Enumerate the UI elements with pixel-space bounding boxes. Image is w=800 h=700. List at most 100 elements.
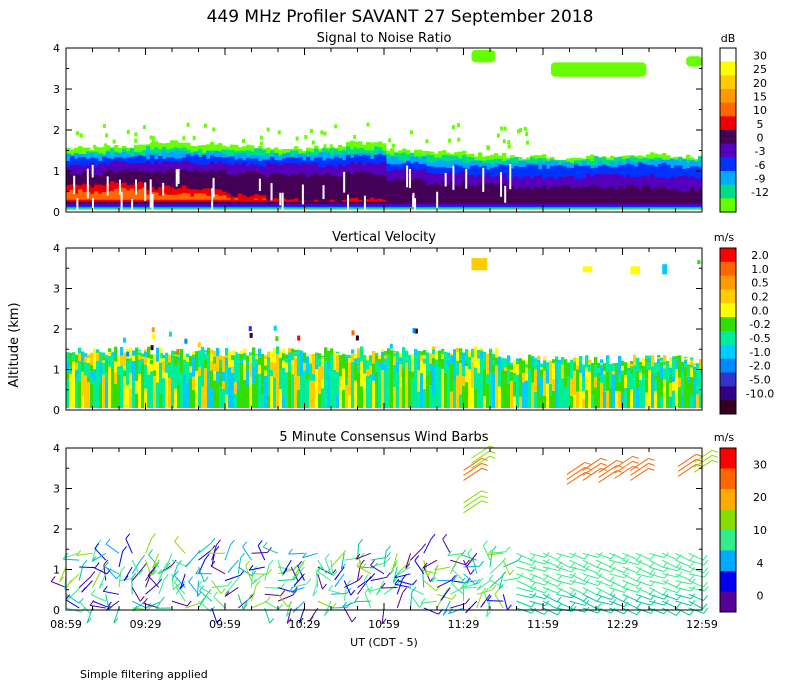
wind-barb-flag xyxy=(376,589,381,596)
wind-barb-flag xyxy=(268,559,274,566)
vv-cell xyxy=(168,354,172,363)
wind-barb-shaft xyxy=(622,566,638,574)
snr-sparse-echo xyxy=(93,144,97,149)
vv-cell xyxy=(222,381,226,390)
colorbar-swatch xyxy=(720,358,736,373)
vv-cell xyxy=(138,352,142,356)
wind-barb-shaft xyxy=(569,573,585,582)
vv-cell xyxy=(327,369,331,408)
vv-cell xyxy=(630,373,634,390)
snr-cell xyxy=(398,179,403,204)
vv-cell xyxy=(594,357,598,366)
wind-barb-flag xyxy=(173,577,179,583)
vv-cell xyxy=(231,355,235,360)
snr-gap xyxy=(444,172,447,187)
wind-barb-flag xyxy=(368,586,373,592)
vv-cell xyxy=(282,358,286,361)
wind-barb-shaft xyxy=(516,559,532,566)
snr-cell xyxy=(354,197,359,202)
snr-gap xyxy=(363,195,366,221)
snr-sparse-echo xyxy=(525,140,529,145)
vv-cell xyxy=(417,370,421,392)
vv-cell xyxy=(594,387,598,408)
wind-title: 5 Minute Consensus Wind Barbs xyxy=(279,430,488,445)
vv-cell xyxy=(462,376,466,386)
vv-cell xyxy=(459,356,463,360)
vv-cell xyxy=(477,354,481,356)
snr-cell xyxy=(654,187,659,204)
snr-sparse-echo xyxy=(151,139,155,144)
vv-cell xyxy=(318,360,322,367)
vv-cell xyxy=(228,367,232,378)
wind-barb-flag xyxy=(482,540,488,546)
wind-barb-shaft xyxy=(105,566,117,580)
vv-cell xyxy=(477,349,481,354)
wind-barb-flag xyxy=(342,601,347,608)
vv-cell xyxy=(144,349,148,365)
wind-barb-flag xyxy=(689,555,695,561)
wind-barb-flag xyxy=(104,561,109,568)
vv-cell xyxy=(108,355,112,367)
colorbar-label: -2.0 xyxy=(749,360,770,373)
colorbar-swatch xyxy=(720,143,736,158)
snr-sparse-echo xyxy=(105,133,109,138)
vv-cell xyxy=(285,362,289,373)
wind-barb-shaft xyxy=(410,594,420,608)
wind-barb-flag xyxy=(334,574,340,581)
vv-cell xyxy=(306,378,310,408)
wind-upper-barb-flag xyxy=(481,495,488,499)
vv-cell xyxy=(531,356,535,366)
wind-barb-flag xyxy=(481,587,487,594)
snr-sparse-echo xyxy=(203,123,207,128)
vv-cell xyxy=(525,364,529,368)
snr-cell xyxy=(286,199,291,202)
snr-cell xyxy=(574,187,579,204)
vv-cell xyxy=(237,391,241,408)
vv-cell xyxy=(222,389,226,408)
vv-cell xyxy=(384,355,388,359)
snr-upper-echo xyxy=(471,50,496,63)
vv-cell xyxy=(282,381,286,396)
vv-cell xyxy=(660,362,664,367)
vv-cell xyxy=(675,359,679,366)
snr-cell xyxy=(190,172,195,204)
snr-cell xyxy=(226,174,231,204)
wind-barb-shaft xyxy=(316,571,319,588)
wind-barb-shaft xyxy=(396,566,411,576)
wind-barb-flag xyxy=(255,580,261,587)
vv-cell xyxy=(669,357,673,368)
wind-barb-flag xyxy=(509,569,515,576)
wind-barb-flag xyxy=(197,580,203,587)
wind-barb-shaft xyxy=(595,587,611,596)
vv-cell xyxy=(84,356,88,363)
snr-cell xyxy=(190,189,195,202)
vv-cell xyxy=(612,363,616,367)
snr-cell xyxy=(450,181,455,204)
vv-cell xyxy=(339,376,343,408)
wind-barb-flag xyxy=(96,539,102,546)
snr-cell xyxy=(482,183,487,204)
snr-cell xyxy=(370,173,375,204)
wind-barb-shaft xyxy=(503,577,520,582)
vv-cell xyxy=(186,363,190,383)
wind-barb-flag xyxy=(447,550,453,556)
vv-cell xyxy=(120,355,124,360)
vv-cell xyxy=(411,353,415,372)
wind-barb-flag xyxy=(405,563,411,569)
vv-cell xyxy=(210,349,214,353)
vv-cell xyxy=(276,364,280,373)
vv-cell xyxy=(630,363,634,367)
vv-cell xyxy=(291,354,295,361)
wind-barb-flag xyxy=(596,562,602,568)
vv-cell xyxy=(669,367,673,374)
vv-cell xyxy=(174,355,178,366)
wind-barb-shaft xyxy=(145,583,158,595)
vv-cell xyxy=(222,356,226,362)
vv-cell xyxy=(642,374,646,408)
y-tick-label: 4 xyxy=(53,242,60,255)
x-tick-label: 11:59 xyxy=(527,618,559,631)
wind-barb-flag xyxy=(267,568,272,575)
wind-barb-shaft xyxy=(595,559,611,568)
vv-cell xyxy=(216,371,220,383)
vv-cell xyxy=(147,358,151,375)
